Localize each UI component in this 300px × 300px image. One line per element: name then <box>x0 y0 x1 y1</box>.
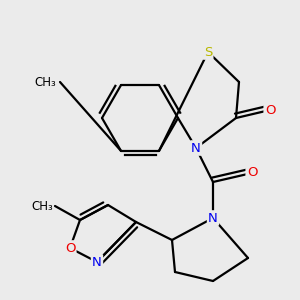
Text: N: N <box>191 142 201 154</box>
Text: N: N <box>92 256 102 268</box>
Text: O: O <box>247 167 257 179</box>
Text: O: O <box>65 242 75 254</box>
Text: CH₃: CH₃ <box>34 76 56 88</box>
Text: S: S <box>204 46 212 59</box>
Text: O: O <box>265 103 275 116</box>
Text: CH₃: CH₃ <box>31 200 53 212</box>
Text: N: N <box>208 212 218 224</box>
